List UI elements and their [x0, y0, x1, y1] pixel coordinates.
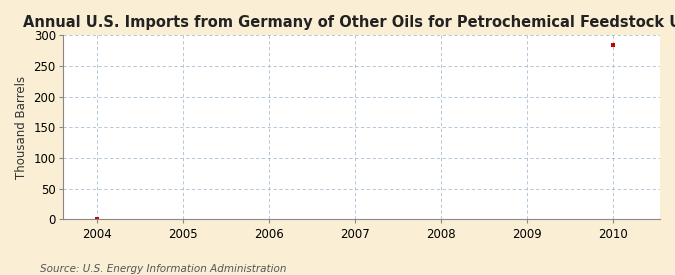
- Text: Source: U.S. Energy Information Administration: Source: U.S. Energy Information Administ…: [40, 264, 287, 274]
- Title: Annual U.S. Imports from Germany of Other Oils for Petrochemical Feedstock Use: Annual U.S. Imports from Germany of Othe…: [23, 15, 675, 30]
- Y-axis label: Thousand Barrels: Thousand Barrels: [15, 76, 28, 179]
